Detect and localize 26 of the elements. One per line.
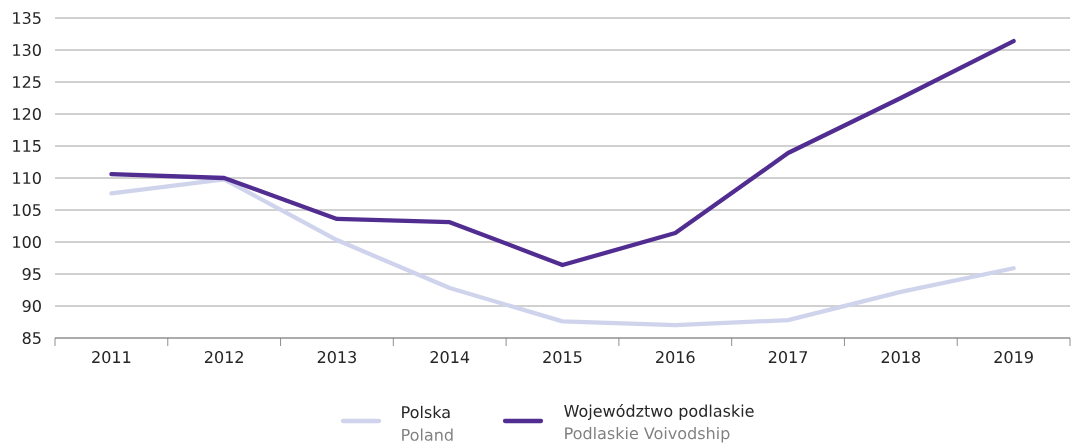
- line-series: [109, 177, 1016, 328]
- y-tick-label: 125: [13, 75, 41, 89]
- x-tick-label: 2017: [768, 351, 808, 364]
- x-tick-label: 2013: [317, 351, 357, 364]
- x-tick-label: 2012: [204, 351, 243, 364]
- x-tick-label: 2019: [994, 351, 1033, 364]
- y-tick-label: 135: [13, 11, 41, 25]
- y-tick-label: 105: [13, 203, 41, 217]
- x-tick-label: 2016: [656, 351, 695, 364]
- text: Poland: [402, 428, 453, 441]
- y-tick-label: 90: [22, 299, 41, 313]
- y-tick-label: 100: [13, 235, 41, 249]
- y-tick-label: 95: [22, 267, 41, 281]
- x-tick-label: 2011: [92, 351, 131, 364]
- y-tick-label: 115: [13, 140, 41, 152]
- x-tick-label: 2018: [881, 351, 921, 364]
- x-tick-label: 2015: [543, 351, 582, 364]
- y-tick-label: 120: [13, 107, 41, 121]
- x-tick-label: 2014: [430, 351, 470, 364]
- legend-label: Polska: [402, 405, 450, 419]
- legend-label: Województwo podlaskie: [564, 403, 754, 421]
- y-tick-label: 110: [13, 171, 41, 185]
- text: Podlaskie Voivodship: [565, 426, 730, 443]
- y-tick-label: 85: [22, 331, 41, 345]
- y-tick-label: 130: [13, 43, 41, 57]
- line-series: [109, 38, 1016, 268]
